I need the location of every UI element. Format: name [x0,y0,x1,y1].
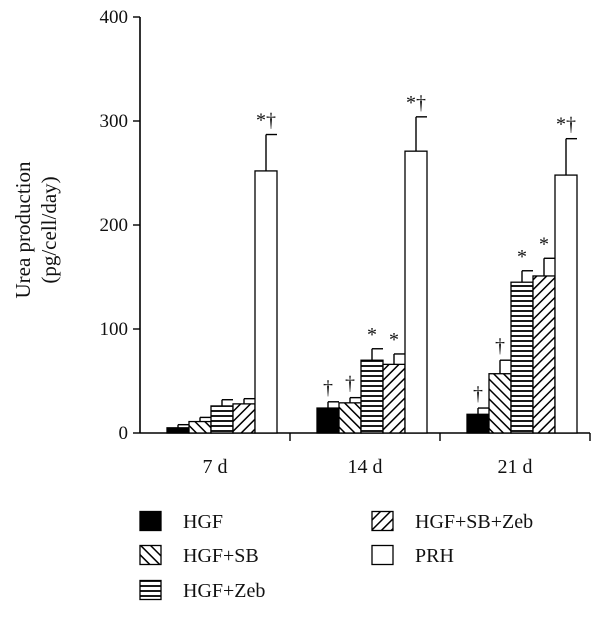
significance-label: *† [256,110,276,132]
y-tick-label: 400 [100,7,129,28]
bar [316,407,340,434]
legend-label: HGF+Zeb [183,580,265,602]
y-tick-label: 100 [100,319,129,340]
legend: HGF HGF+SB+Zeb HGF+SB PRH HGF+Zeb [139,510,533,602]
legend-label: HGF+SB+Zeb [415,511,533,533]
legend-item: HGF [139,510,223,533]
legend-item: HGF+SB+Zeb [371,510,533,533]
significance-label: * [539,233,549,255]
y-tick-label: 0 [119,423,129,444]
legend-swatch [139,579,162,601]
bar [166,427,190,434]
bar [510,281,534,434]
legend-label: HGF+SB [183,545,259,567]
bar [488,373,512,434]
significance-label: † [473,383,483,405]
x-tick-label: 14 d [348,456,383,478]
y-tick-label: 200 [100,215,129,236]
significance-label: * [367,324,377,346]
bar [338,402,362,434]
bar [382,363,406,434]
legend-swatch [371,510,394,532]
legend-swatch [139,544,162,566]
bar [554,174,578,434]
bar [254,170,278,434]
bar [532,275,556,434]
legend-item: HGF+Zeb [139,579,265,602]
bar [360,359,384,434]
legend-item: HGF+SB [139,544,259,567]
bar [188,420,212,434]
x-tick-label: 21 d [498,456,533,478]
significance-label: † [323,377,333,399]
plot-area: 0 100 200 300 400 7 d 14 d 21 d *† † † * * *† † † * * *† [100,7,591,478]
bar [466,413,490,434]
significance-label: † [495,335,505,357]
bar [232,403,256,434]
significance-label: † [345,373,355,395]
legend-swatch [371,544,394,566]
y-axis-title: Urea production (pg/cell/day) [11,161,61,299]
legend-swatch [139,510,162,532]
significance-label: *† [556,114,576,136]
y-axis-title-line-1: Urea production [11,161,35,299]
y-tick-label: 300 [100,111,129,132]
legend-label: PRH [415,545,454,567]
significance-label: * [389,329,399,351]
bar [404,150,428,434]
significance-label: * [517,246,527,268]
y-axis-title-line-2: (pg/cell/day) [37,176,61,283]
legend-item: PRH [371,544,454,567]
legend-label: HGF [183,511,223,533]
significance-label: *† [406,92,426,114]
x-tick-label: 7 d [203,456,228,478]
bar [210,405,234,434]
